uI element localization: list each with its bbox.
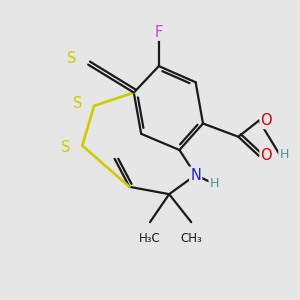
Text: F: F (155, 25, 163, 40)
Text: S: S (61, 140, 71, 154)
Text: S: S (73, 96, 83, 111)
Text: S: S (67, 51, 77, 66)
Text: H: H (209, 177, 219, 190)
Text: H₃C: H₃C (139, 232, 161, 245)
Text: O: O (260, 113, 272, 128)
Text: O: O (260, 148, 272, 164)
Text: CH₃: CH₃ (180, 232, 202, 245)
Text: H: H (279, 148, 289, 161)
Text: N: N (190, 167, 201, 182)
